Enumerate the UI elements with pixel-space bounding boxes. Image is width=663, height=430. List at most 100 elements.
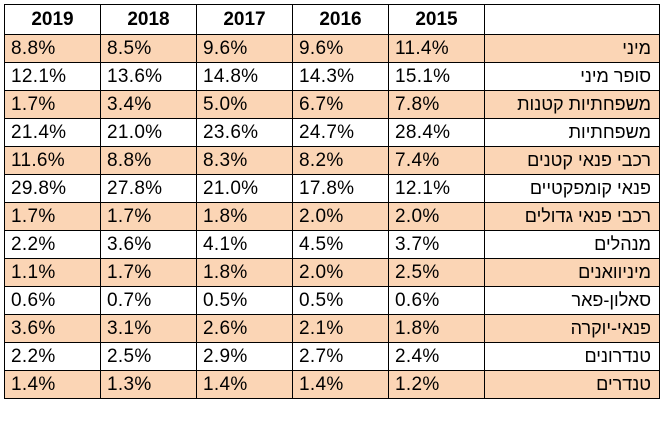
value-cell: 2.5% bbox=[388, 258, 485, 287]
value-cell: 1.4% bbox=[292, 370, 389, 399]
value-cell: 1.3% bbox=[100, 370, 197, 399]
table-body: 8.8% 8.5% 9.6% 9.6% 11.4% מיני 12.1% 13.6% 14.8%… bbox=[4, 34, 660, 399]
table-row: 2.2% 2.5% 2.9% 2.7% 2.4% טנדרונים bbox=[4, 342, 660, 371]
value-cell: 21.0% bbox=[100, 118, 197, 147]
value-cell: 2.1% bbox=[292, 314, 389, 343]
table-row: 1.4% 1.3% 1.4% 1.4% 1.2% טנדרים bbox=[4, 370, 660, 399]
year-header: 2019 bbox=[4, 4, 101, 35]
value-cell: 4.1% bbox=[196, 230, 293, 259]
value-cell: 3.4% bbox=[100, 90, 197, 119]
value-cell: 1.8% bbox=[388, 314, 485, 343]
value-cell: 8.2% bbox=[292, 146, 389, 175]
category-cell: מיני bbox=[484, 34, 660, 63]
value-cell: 27.8% bbox=[100, 174, 197, 203]
table-row: 1.1% 1.7% 1.8% 2.0% 2.5% מיניוואנים bbox=[4, 258, 660, 287]
value-cell: 3.1% bbox=[100, 314, 197, 343]
value-cell: 2.0% bbox=[292, 202, 389, 231]
table-row: 8.8% 8.5% 9.6% 9.6% 11.4% מיני bbox=[4, 34, 660, 63]
category-cell: פנאי קומפקטיים bbox=[484, 174, 660, 203]
value-cell: 1.4% bbox=[196, 370, 293, 399]
value-cell: 8.5% bbox=[100, 34, 197, 63]
value-cell: 1.7% bbox=[100, 258, 197, 287]
value-cell: 14.8% bbox=[196, 62, 293, 91]
table-row: 21.4% 21.0% 23.6% 24.7% 28.4% משפחתיות bbox=[4, 118, 660, 147]
table-row: 0.6% 0.7% 0.5% 0.5% 0.6% סאלון-פאר bbox=[4, 286, 660, 315]
category-cell: פנאי-יוקרה bbox=[484, 314, 660, 343]
value-cell: 23.6% bbox=[196, 118, 293, 147]
value-cell: 1.1% bbox=[4, 258, 101, 287]
value-cell: 1.7% bbox=[4, 202, 101, 231]
value-cell: 3.6% bbox=[100, 230, 197, 259]
value-cell: 29.8% bbox=[4, 174, 101, 203]
value-cell: 17.8% bbox=[292, 174, 389, 203]
value-cell: 8.3% bbox=[196, 146, 293, 175]
value-cell: 7.4% bbox=[388, 146, 485, 175]
value-cell: 2.7% bbox=[292, 342, 389, 371]
header-row: 2019 2018 2017 2016 2015 bbox=[4, 4, 660, 35]
value-cell: 28.4% bbox=[388, 118, 485, 147]
year-header: 2016 bbox=[292, 4, 389, 35]
value-cell: 0.5% bbox=[292, 286, 389, 315]
value-cell: 9.6% bbox=[196, 34, 293, 63]
value-cell: 7.8% bbox=[388, 90, 485, 119]
value-cell: 0.5% bbox=[196, 286, 293, 315]
value-cell: 1.8% bbox=[196, 258, 293, 287]
value-cell: 11.4% bbox=[388, 34, 485, 63]
value-cell: 0.7% bbox=[100, 286, 197, 315]
value-cell: 1.8% bbox=[196, 202, 293, 231]
share-table: 2019 2018 2017 2016 2015 8.8% 8.5% 9.6% 9.6… bbox=[4, 4, 660, 399]
value-cell: 8.8% bbox=[100, 146, 197, 175]
value-cell: 1.2% bbox=[388, 370, 485, 399]
value-cell: 2.6% bbox=[196, 314, 293, 343]
value-cell: 13.6% bbox=[100, 62, 197, 91]
value-cell: 3.7% bbox=[388, 230, 485, 259]
category-cell: מיניוואנים bbox=[484, 258, 660, 287]
category-cell: טנדרים bbox=[484, 370, 660, 399]
value-cell: 1.7% bbox=[4, 90, 101, 119]
value-cell: 4.5% bbox=[292, 230, 389, 259]
table-row: 12.1% 13.6% 14.8% 14.3% 15.1% סופר מיני bbox=[4, 62, 660, 91]
value-cell: 8.8% bbox=[4, 34, 101, 63]
value-cell: 21.4% bbox=[4, 118, 101, 147]
value-cell: 1.7% bbox=[100, 202, 197, 231]
category-cell: רכבי פנאי גדולים bbox=[484, 202, 660, 231]
value-cell: 0.6% bbox=[388, 286, 485, 315]
table-row: 29.8% 27.8% 21.0% 17.8% 12.1% פנאי קומפקטיים bbox=[4, 174, 660, 203]
value-cell: 14.3% bbox=[292, 62, 389, 91]
year-header: 2017 bbox=[196, 4, 293, 35]
category-cell: סופר מיני bbox=[484, 62, 660, 91]
table-row: 2.2% 3.6% 4.1% 4.5% 3.7% מנהלים bbox=[4, 230, 660, 259]
year-header: 2015 bbox=[388, 4, 485, 35]
value-cell: 9.6% bbox=[292, 34, 389, 63]
value-cell: 2.4% bbox=[388, 342, 485, 371]
category-header bbox=[484, 4, 660, 35]
value-cell: 12.1% bbox=[388, 174, 485, 203]
value-cell: 24.7% bbox=[292, 118, 389, 147]
value-cell: 2.2% bbox=[4, 230, 101, 259]
value-cell: 2.2% bbox=[4, 342, 101, 371]
value-cell: 12.1% bbox=[4, 62, 101, 91]
value-cell: 2.5% bbox=[100, 342, 197, 371]
category-cell: משפחתיות קטנות bbox=[484, 90, 660, 119]
value-cell: 0.6% bbox=[4, 286, 101, 315]
category-cell: רכבי פנאי קטנים bbox=[484, 146, 660, 175]
value-cell: 11.6% bbox=[4, 146, 101, 175]
category-cell: משפחתיות bbox=[484, 118, 660, 147]
category-cell: מנהלים bbox=[484, 230, 660, 259]
value-cell: 2.0% bbox=[388, 202, 485, 231]
value-cell: 15.1% bbox=[388, 62, 485, 91]
data-table: 2019 2018 2017 2016 2015 8.8% 8.5% 9.6% 9.6… bbox=[4, 4, 660, 399]
value-cell: 1.4% bbox=[4, 370, 101, 399]
value-cell: 21.0% bbox=[196, 174, 293, 203]
category-cell: סאלון-פאר bbox=[484, 286, 660, 315]
table-row: 1.7% 1.7% 1.8% 2.0% 2.0% רכבי פנאי גדולים bbox=[4, 202, 660, 231]
table-row: 1.7% 3.4% 5.0% 6.7% 7.8% משפחתיות קטנות bbox=[4, 90, 660, 119]
value-cell: 3.6% bbox=[4, 314, 101, 343]
table-row: 3.6% 3.1% 2.6% 2.1% 1.8% פנאי-יוקרה bbox=[4, 314, 660, 343]
category-cell: טנדרונים bbox=[484, 342, 660, 371]
year-header: 2018 bbox=[100, 4, 197, 35]
value-cell: 5.0% bbox=[196, 90, 293, 119]
value-cell: 2.9% bbox=[196, 342, 293, 371]
value-cell: 6.7% bbox=[292, 90, 389, 119]
table-row: 11.6% 8.8% 8.3% 8.2% 7.4% רכבי פנאי קטנים bbox=[4, 146, 660, 175]
